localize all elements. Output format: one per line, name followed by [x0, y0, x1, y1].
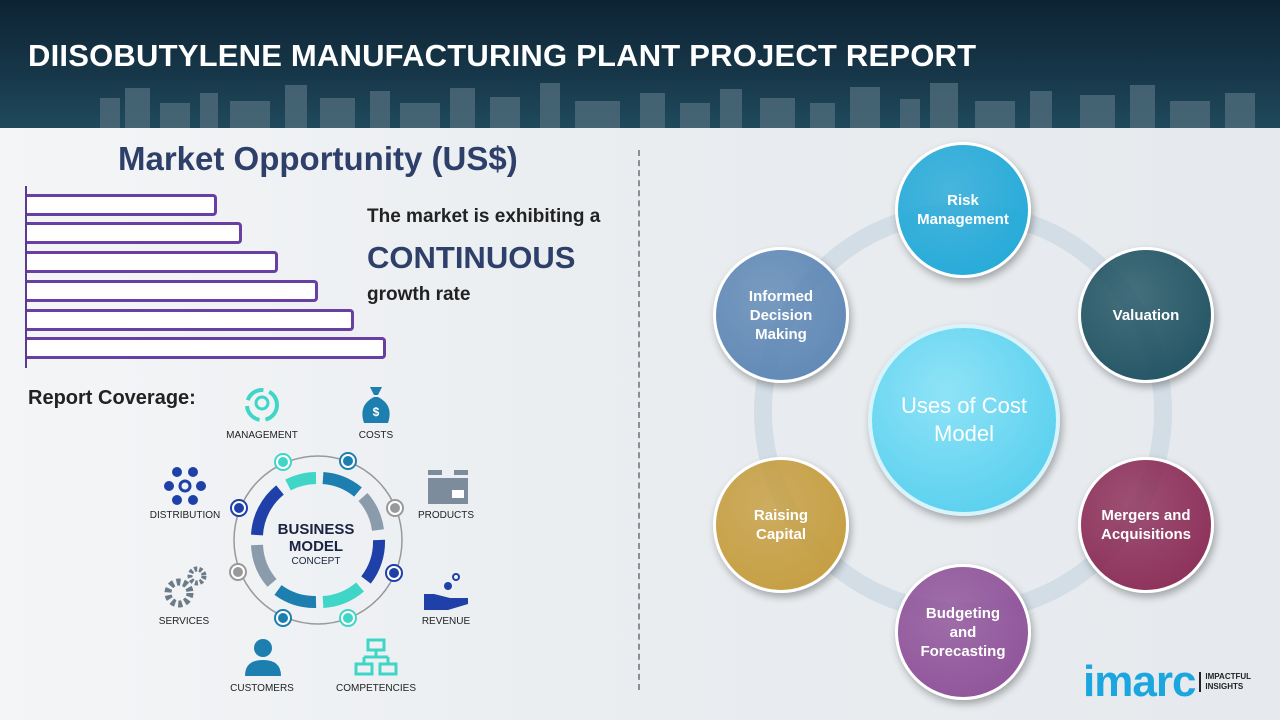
header-banner: DIISOBUTYLENE MANUFACTURING PLANT PROJEC…: [0, 0, 1280, 128]
customers-icon: [245, 639, 281, 676]
page-title: DIISOBUTYLENE MANUFACTURING PLANT PROJEC…: [28, 38, 977, 73]
business-model-ring: BUSINESS MODEL CONCEPT: [229, 452, 404, 627]
cost-model-node: Valuation: [1078, 247, 1214, 383]
center-uses-of-cost-model: Uses of Cost Model: [868, 324, 1060, 516]
cost-model-node: Risk Management: [895, 142, 1031, 278]
market-emphasis: CONTINUOUS: [367, 240, 576, 275]
market-bar: [27, 337, 386, 359]
chart-axis: [25, 186, 27, 368]
market-bar: [27, 222, 243, 244]
coverage-label-costs: COSTS: [358, 430, 394, 441]
products-icon: [428, 470, 468, 504]
market-opportunity-title: Market Opportunity (US$): [118, 140, 518, 177]
coverage-label-services: SERVICES: [158, 616, 210, 627]
coverage-label-products: PRODUCTS: [417, 510, 475, 521]
market-bar: [27, 280, 318, 302]
coverage-label-revenue: REVENUE: [421, 616, 471, 627]
coverage-label-distribution: DISTRIBUTION: [149, 510, 221, 521]
logo-name: imarc: [1083, 657, 1196, 706]
coverage-label-customers: CUSTOMERS: [230, 683, 294, 694]
revenue-hand-icon: [424, 573, 468, 610]
management-icon: [245, 388, 279, 422]
cost-model-node: Mergers and Acquisitions: [1078, 457, 1214, 593]
business-line: BUSINESS: [278, 521, 355, 538]
cost-model-node: Informed Decision Making: [713, 247, 849, 383]
market-text-2: growth rate: [367, 284, 471, 305]
cost-model-node: Raising Capital: [713, 457, 849, 593]
services-gears-icon: [164, 566, 207, 608]
divider: [638, 150, 640, 690]
report-coverage-title: Report Coverage:: [28, 387, 196, 409]
money-bag-icon: $: [362, 387, 390, 423]
coverage-label-management: MANAGEMENT: [226, 430, 298, 441]
market-text-1: The market is exhibiting a: [367, 206, 601, 227]
market-bar: [27, 194, 218, 216]
model-line: MODEL: [289, 538, 343, 555]
competencies-icon: [354, 638, 398, 676]
distribution-icon: [164, 467, 206, 505]
market-bar: [27, 251, 279, 273]
logo-tagline-2: INSIGHTS: [1205, 682, 1244, 691]
market-bar: [27, 309, 354, 331]
cost-model-node: Budgeting and Forecasting: [895, 564, 1031, 700]
imarc-logo: imarc IMPACTFUL INSIGHTS: [1083, 660, 1251, 704]
coverage-label-competencies: COMPETENCIES: [335, 683, 416, 694]
skyline-graphic: [100, 83, 1255, 128]
concept-line: CONCEPT: [292, 556, 341, 567]
svg-text:$: $: [373, 405, 380, 419]
logo-tagline-1: IMPACTFUL: [1205, 672, 1252, 681]
